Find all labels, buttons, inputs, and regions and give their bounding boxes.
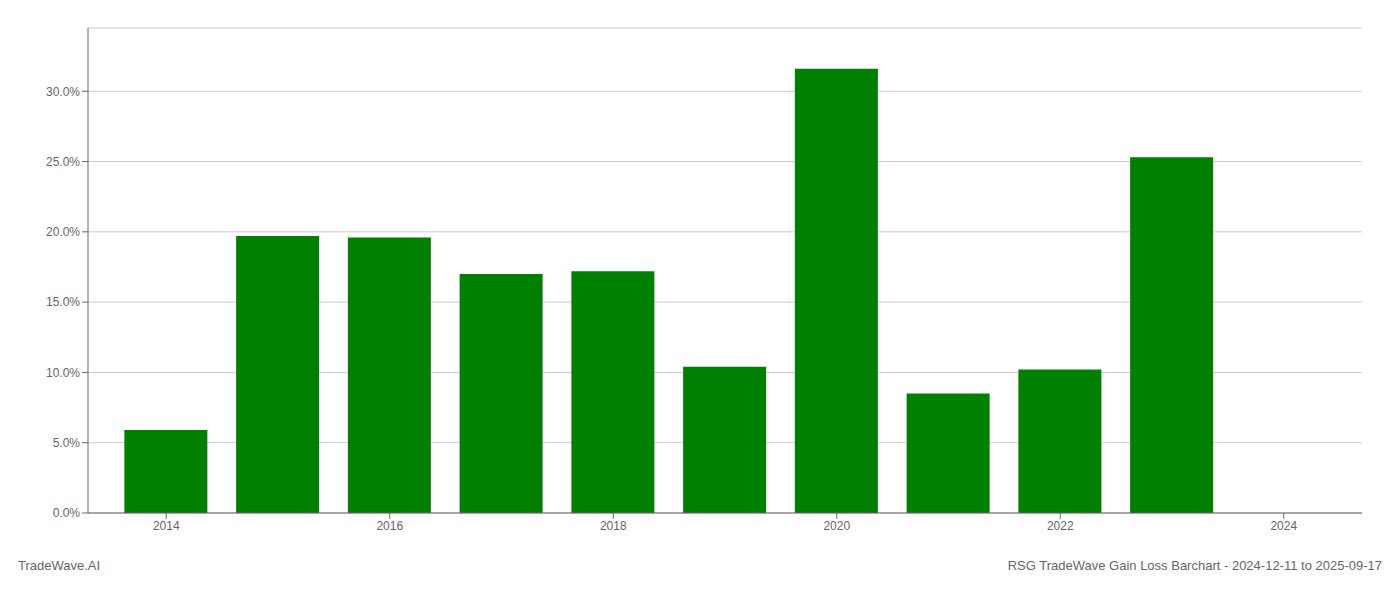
svg-text:0.0%: 0.0% [53, 506, 81, 520]
svg-text:2024: 2024 [1270, 519, 1297, 533]
svg-text:30.0%: 30.0% [46, 85, 80, 99]
svg-text:2014: 2014 [153, 519, 180, 533]
svg-text:10.0%: 10.0% [46, 366, 80, 380]
svg-text:2018: 2018 [600, 519, 627, 533]
svg-text:2022: 2022 [1047, 519, 1074, 533]
svg-text:5.0%: 5.0% [53, 436, 81, 450]
svg-text:25.0%: 25.0% [46, 155, 80, 169]
svg-text:15.0%: 15.0% [46, 295, 80, 309]
svg-text:20.0%: 20.0% [46, 225, 80, 239]
svg-text:2020: 2020 [823, 519, 850, 533]
html-text:TradeWave.AI: TradeWave.AI [18, 557, 101, 573]
html-text:RSG TradeWave Gain Loss Barcha: RSG TradeWave Gain Loss Barchart - 2024-… [1007, 557, 1382, 573]
svg-text:2016: 2016 [376, 519, 403, 533]
